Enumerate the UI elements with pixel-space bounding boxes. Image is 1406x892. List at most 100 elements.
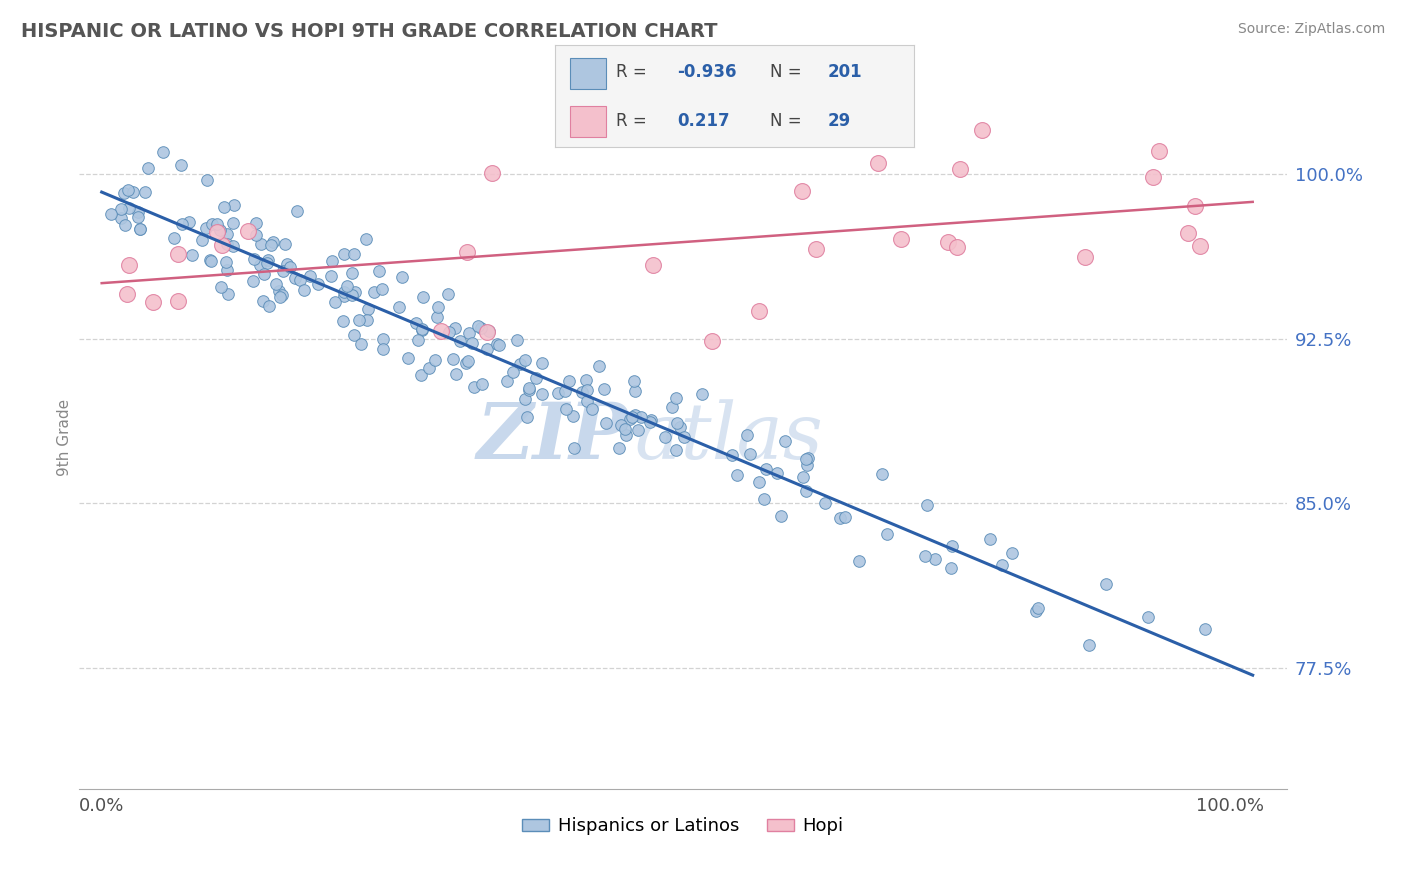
Legend: Hispanics or Latinos, Hopi: Hispanics or Latinos, Hopi	[515, 810, 851, 843]
Text: -0.936: -0.936	[678, 63, 737, 81]
Text: 0.217: 0.217	[678, 112, 730, 129]
Point	[211, 238, 233, 252]
Point	[195, 221, 218, 235]
Point	[249, 237, 271, 252]
Point	[506, 333, 529, 347]
Point	[949, 161, 972, 176]
Point	[866, 155, 889, 169]
Point	[238, 224, 260, 238]
Point	[643, 258, 665, 272]
Point	[770, 508, 793, 523]
Point	[876, 527, 898, 541]
Point	[217, 286, 239, 301]
Point	[614, 422, 637, 436]
Point	[725, 467, 748, 482]
Point	[411, 368, 433, 382]
Point	[262, 235, 284, 249]
Point	[343, 247, 366, 261]
Point	[423, 353, 446, 368]
Point	[1149, 144, 1171, 158]
Point	[128, 221, 150, 235]
Text: 201: 201	[828, 63, 862, 81]
Point	[792, 184, 814, 198]
Point	[166, 247, 188, 261]
Point	[990, 558, 1012, 573]
Point	[368, 263, 391, 277]
Point	[619, 411, 641, 425]
Point	[467, 319, 489, 334]
Point	[576, 384, 599, 398]
Point	[441, 352, 464, 367]
Point	[481, 166, 503, 180]
Point	[513, 392, 536, 406]
Point	[814, 496, 837, 510]
Bar	[569, 58, 606, 88]
Point	[475, 342, 498, 356]
Point	[1189, 239, 1212, 253]
Point	[221, 239, 243, 253]
Point	[115, 287, 138, 301]
Point	[285, 204, 308, 219]
Point	[110, 211, 132, 225]
Point	[796, 458, 818, 472]
Point	[1142, 170, 1164, 185]
Point	[256, 256, 278, 270]
Point	[740, 447, 762, 461]
Text: N =: N =	[770, 112, 801, 129]
Point	[914, 549, 936, 564]
Point	[391, 269, 413, 284]
Point	[924, 551, 946, 566]
Point	[181, 248, 204, 262]
Point	[1136, 610, 1159, 624]
Point	[792, 470, 814, 484]
Point	[430, 324, 453, 338]
Point	[191, 233, 214, 247]
Point	[941, 560, 963, 574]
Point	[794, 484, 817, 499]
Point	[267, 284, 290, 298]
Point	[595, 416, 617, 430]
Point	[214, 200, 236, 214]
Point	[530, 356, 553, 370]
Text: R =: R =	[616, 112, 647, 129]
Point	[478, 324, 501, 338]
Point	[205, 218, 228, 232]
Point	[371, 282, 394, 296]
Point	[517, 381, 540, 395]
Point	[336, 279, 359, 293]
Point	[195, 172, 218, 186]
Text: 29: 29	[828, 112, 851, 129]
Point	[870, 467, 893, 481]
Y-axis label: 9th Grade: 9th Grade	[58, 399, 72, 476]
Point	[209, 223, 232, 237]
Point	[249, 258, 271, 272]
Point	[661, 400, 683, 414]
Point	[588, 359, 610, 374]
Point	[198, 253, 221, 268]
Point	[200, 253, 222, 268]
Point	[170, 158, 193, 172]
Point	[614, 428, 637, 442]
Point	[516, 410, 538, 425]
Point	[356, 232, 378, 246]
Point	[773, 434, 796, 448]
Point	[1095, 577, 1118, 591]
Point	[253, 267, 276, 281]
Point	[118, 202, 141, 216]
Text: N =: N =	[770, 63, 801, 81]
Point	[626, 423, 648, 437]
Point	[215, 237, 238, 252]
Point	[439, 325, 461, 339]
Point	[828, 511, 851, 525]
Point	[426, 310, 449, 324]
Point	[562, 442, 585, 456]
Point	[307, 277, 329, 291]
Point	[946, 240, 969, 254]
Point	[170, 217, 193, 231]
Point	[470, 321, 492, 335]
Point	[457, 326, 479, 341]
Point	[371, 332, 394, 346]
Point	[396, 351, 419, 365]
Point	[242, 273, 264, 287]
Point	[797, 451, 820, 466]
